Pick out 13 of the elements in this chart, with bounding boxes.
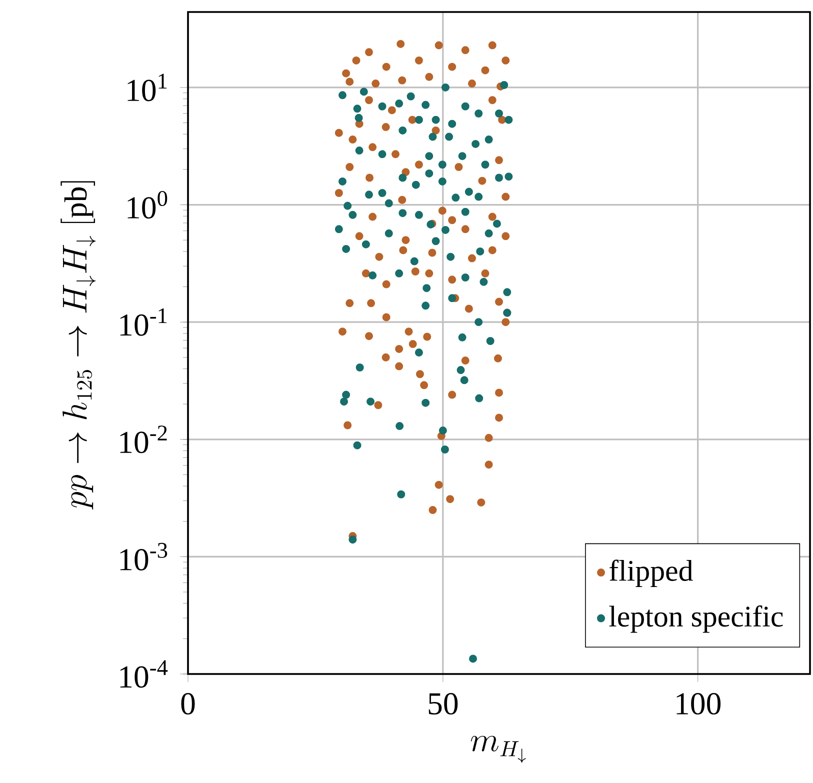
x-tick-label: 0 <box>181 693 195 715</box>
y-tick-label: 10$^{-2}$ <box>120 426 167 454</box>
y-tick-label: 10$^{1}$ <box>128 74 167 102</box>
y-axis-title: $pp \to h_{125} \to H_\downarrow H_\downarrow\ [\mathrm{pb}]$ <box>60 181 96 510</box>
legend-label: flipped <box>610 560 693 588</box>
legend-label: lepton specific <box>609 605 783 633</box>
y-tick-label: 10$^{0}$ <box>128 190 168 219</box>
x-tick-label: 50 <box>428 693 458 715</box>
x-tick-label: 100 <box>676 693 721 715</box>
y-tick-label: 10$^{-1}$ <box>120 308 167 336</box>
x-axis-title: $m_{H_\downarrow}$ <box>470 736 526 763</box>
y-tick-label: 10$^{-4}$ <box>120 660 168 688</box>
y-tick-label: 10$^{-3}$ <box>120 542 168 570</box>
